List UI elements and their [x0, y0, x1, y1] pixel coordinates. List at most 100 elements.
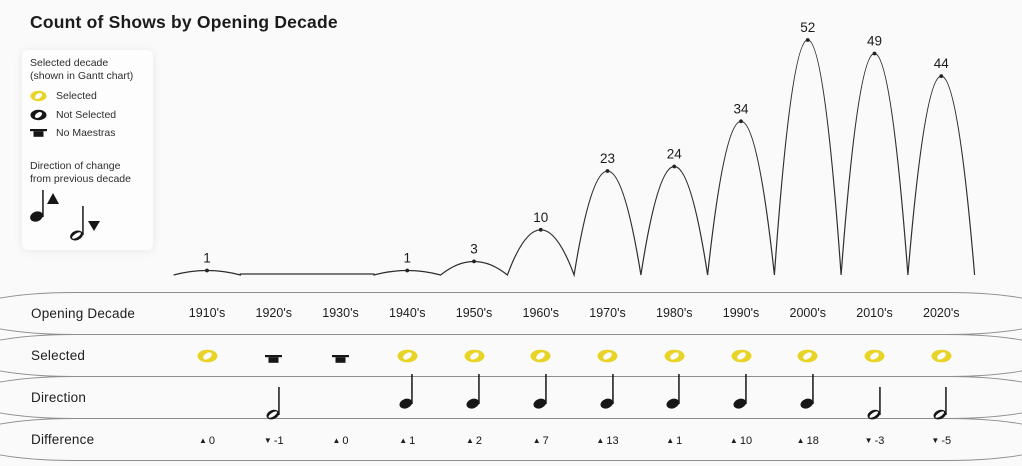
peak-value-label: 34 [733, 101, 749, 116]
difference-value-1940s: ▲ 1 [374, 430, 440, 450]
legend-item-selected[interactable]: Selected [29, 87, 149, 106]
peak-marker-2010s[interactable] [872, 51, 877, 56]
difference-value-1990s: ▲ 10 [708, 430, 774, 450]
not-selected-note-icon [29, 109, 47, 121]
legend-direction-heading-line2: from previous decade [30, 173, 131, 185]
direction-note-down-2010s [866, 387, 884, 425]
legend-card: Selected decade (shown in Gantt chart) S… [22, 50, 153, 250]
peak-value-label: 52 [800, 20, 815, 35]
quarter-note-up-icon [30, 190, 59, 222]
legend-item-label: No Maestras [56, 127, 116, 140]
peak-marker-1940s[interactable] [405, 268, 410, 273]
down-triangle-icon: ▼ [931, 436, 940, 445]
peak-value-label: 1 [203, 251, 211, 266]
legend-item-label: Selected [56, 90, 97, 103]
difference-number: 0 [208, 435, 216, 447]
up-triangle-icon: ▲ [198, 436, 207, 445]
peak-value-label: 1 [403, 251, 411, 266]
decade-label-1920s[interactable]: 1920's [255, 306, 292, 320]
selected-mark-1980s[interactable] [664, 349, 685, 368]
difference-value-2010s: ▼ -3 [842, 430, 908, 450]
direction-note-up-1940s [398, 374, 416, 414]
decade-label-1910s[interactable]: 1910's [188, 306, 226, 320]
up-triangle-icon: ▲ [465, 436, 474, 445]
selected-mark-1970s[interactable] [597, 349, 618, 368]
difference-value-1910s: ▲ 0 [174, 430, 240, 450]
up-triangle-icon: ▲ [596, 436, 605, 445]
legend-items: Selected Not Selected No Maestras [29, 87, 149, 143]
selected-mark-1950s[interactable] [464, 349, 485, 368]
up-triangle-icon: ▲ [332, 436, 341, 445]
legend-selected-heading-line1: Selected decade [30, 57, 109, 69]
selected-mark-2020s[interactable] [931, 349, 952, 368]
difference-value-1980s: ▲ 1 [641, 430, 707, 450]
direction-note-up-1980s [665, 374, 683, 414]
difference-number: -3 [874, 435, 885, 447]
peak-marker-1990s[interactable] [739, 119, 743, 124]
peak-marker-1910s[interactable] [205, 268, 209, 273]
peak-marker-2000s[interactable] [805, 38, 810, 42]
peak-marker-1980s[interactable] [672, 164, 677, 169]
up-triangle-icon: ▲ [796, 436, 805, 445]
difference-value-1920s: ▼ -1 [241, 430, 307, 450]
legend-item-label: Not Selected [56, 108, 117, 121]
no-maestras-rest-icon [29, 128, 47, 138]
no-maestras-mark-1920s[interactable] [264, 351, 283, 369]
decade-label-1940s[interactable]: 1940's [389, 306, 426, 320]
legend-direction-heading-line1: Direction of change [30, 160, 121, 172]
up-triangle-icon: ▲ [729, 436, 738, 445]
down-triangle-icon [88, 221, 100, 231]
legend-selected-heading-line2: (shown in Gantt chart) [30, 70, 134, 82]
difference-value-1960s: ▲ 7 [508, 430, 574, 450]
legend-item-not-selected[interactable]: Not Selected [29, 106, 149, 125]
legend-item-no-maestras[interactable]: No Maestras [29, 124, 149, 143]
decade-label-1930s[interactable]: 1930's [322, 306, 359, 320]
peak-value-label: 10 [533, 210, 548, 225]
difference-value-1970s: ▲ 13 [575, 430, 641, 450]
no-maestras-mark-1930s[interactable] [331, 351, 350, 369]
peak-marker-2020s[interactable] [939, 74, 944, 78]
peak-marker-1950s[interactable] [472, 259, 476, 264]
peak-value-label: 3 [470, 241, 478, 256]
legend-direction-heading: Direction of change from previous decade [30, 160, 131, 186]
direction-note-up-1970s [599, 374, 617, 414]
up-triangle-icon: ▲ [399, 436, 408, 445]
up-triangle-icon: ▲ [666, 436, 675, 445]
decade-label-1960s[interactable]: 1960's [522, 306, 559, 320]
difference-value-2020s: ▼ -5 [908, 430, 974, 450]
decade-label-2000s[interactable]: 2000's [789, 306, 826, 320]
selected-mark-1940s[interactable] [397, 349, 418, 368]
selected-note-icon [29, 90, 47, 102]
selected-mark-2000s[interactable] [797, 349, 818, 368]
difference-number: 1 [409, 435, 416, 447]
down-triangle-icon: ▼ [263, 436, 272, 445]
decade-label-2010s[interactable]: 2010's [856, 306, 893, 320]
peak-marker-1960s[interactable] [538, 227, 543, 232]
chart-title: Count of Shows by Opening Decade [30, 12, 338, 32]
difference-number: 2 [475, 435, 483, 447]
peak-value-label: 24 [667, 147, 683, 162]
difference-number: -5 [941, 435, 952, 447]
row-label: Opening Decade [31, 306, 136, 321]
selected-mark-1990s[interactable] [731, 349, 752, 368]
row-label: Difference [31, 432, 95, 447]
selected-mark-2010s[interactable] [864, 349, 885, 368]
decade-label-1990s[interactable]: 1990's [722, 306, 760, 320]
selected-mark-1960s[interactable] [530, 349, 551, 368]
selected-mark-1910s[interactable] [197, 349, 218, 368]
decade-label-1950s[interactable]: 1950's [455, 306, 493, 320]
difference-number: 1 [676, 435, 683, 447]
up-triangle-icon [47, 193, 59, 204]
difference-number: -1 [273, 435, 284, 447]
decade-label-2020s[interactable]: 2020's [923, 306, 960, 320]
difference-number: 10 [739, 435, 753, 447]
difference-number: 7 [542, 435, 549, 447]
difference-value-2000s: ▲ 18 [775, 430, 841, 450]
peak-marker-1970s[interactable] [605, 169, 610, 173]
decade-label-1970s[interactable]: 1970's [589, 306, 626, 320]
decade-label-1980s[interactable]: 1980's [656, 306, 693, 320]
difference-number: 13 [606, 435, 619, 447]
row-label: Direction [31, 390, 87, 405]
